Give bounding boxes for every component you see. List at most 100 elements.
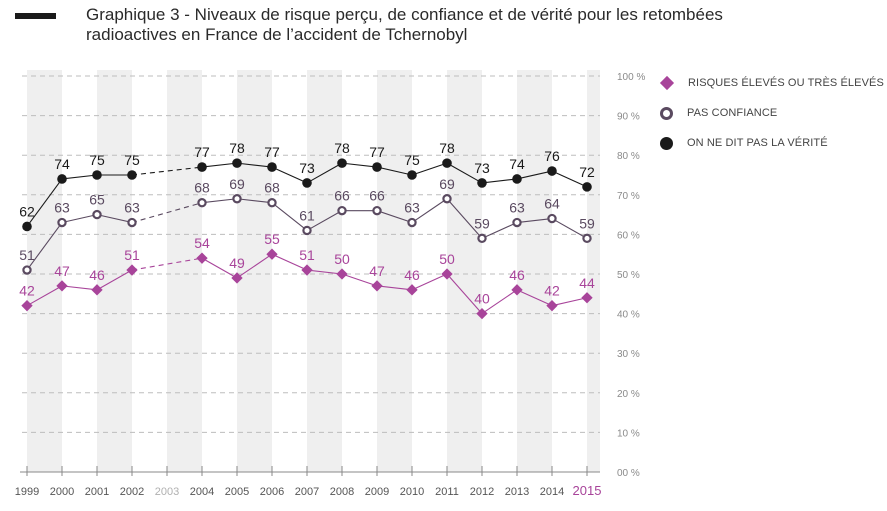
- series-segment: [446, 198, 483, 239]
- series-segment: [61, 214, 98, 224]
- series-segment: [236, 198, 273, 204]
- data-label: 54: [194, 235, 210, 251]
- x-tick-label: 2008: [330, 486, 354, 498]
- data-point: [302, 225, 312, 236]
- legend-label: PAS CONFIANCE: [687, 107, 778, 119]
- y-tick-label: 60 %: [617, 230, 640, 241]
- data-point: [372, 162, 382, 172]
- series-segment: [236, 253, 273, 279]
- x-tick-label: 2011: [435, 486, 459, 498]
- series-segment: [271, 166, 308, 184]
- series-segment: [481, 289, 518, 315]
- ring-marker-icon: [660, 106, 673, 120]
- y-tick-label: 90 %: [617, 112, 640, 123]
- data-point: [57, 217, 67, 228]
- x-tick-label: 2001: [85, 486, 109, 498]
- data-point: [197, 162, 207, 172]
- data-label: 75: [404, 152, 420, 168]
- series-segment: [131, 166, 203, 176]
- legend: RISQUES ÉLEVÉS OU TRÈS ÉLEVÉS PAS CONFIA…: [660, 68, 884, 158]
- data-point: [407, 217, 417, 228]
- gridlines: [22, 75, 600, 433]
- series-segment: [61, 174, 98, 180]
- data-point: [547, 213, 557, 224]
- data-point: [267, 198, 277, 208]
- data-label: 73: [299, 160, 315, 176]
- series-segment: [341, 273, 378, 287]
- data-point: [231, 272, 243, 284]
- series-segment: [411, 273, 448, 291]
- data-point: [442, 158, 452, 168]
- data-label: 75: [89, 152, 105, 168]
- x-tick-label: 2012: [470, 486, 494, 498]
- data-point: [582, 182, 592, 192]
- data-label: 64: [544, 196, 560, 212]
- series-segment: [271, 202, 308, 231]
- data-point: [127, 170, 137, 180]
- data-point: [372, 205, 382, 216]
- title-bar-marker: [15, 13, 56, 19]
- data-point: [92, 209, 102, 220]
- data-label: 47: [54, 263, 70, 279]
- data-point: [337, 158, 347, 168]
- data-label: 69: [439, 176, 455, 192]
- data-label: 46: [404, 267, 420, 283]
- data-label: 50: [439, 251, 455, 267]
- series-segment: [26, 285, 63, 307]
- data-point: [336, 268, 348, 280]
- data-label: 74: [509, 156, 525, 172]
- data-label: 51: [19, 247, 35, 263]
- series-segment: [411, 198, 448, 223]
- series-segment: [306, 210, 343, 231]
- series-segment: [201, 257, 238, 279]
- data-label: 74: [54, 156, 70, 172]
- series-segment: [201, 198, 238, 204]
- year-band: [97, 70, 132, 472]
- series-segment: [341, 162, 378, 168]
- data-label: 55: [264, 231, 280, 247]
- data-point: [546, 300, 558, 312]
- data-label: 66: [369, 188, 385, 204]
- data-label: 68: [264, 180, 280, 196]
- series-segment: [516, 170, 553, 180]
- x-tick-label: 2005: [225, 486, 249, 498]
- x-tick-label: 2009: [365, 486, 389, 498]
- x-tick-label: 2015: [573, 483, 602, 498]
- data-label: 46: [509, 267, 525, 283]
- data-label: 75: [124, 152, 140, 168]
- data-label: 63: [509, 200, 525, 216]
- series-group: [21, 158, 593, 320]
- data-label: 63: [404, 200, 420, 216]
- series-segment: [306, 269, 343, 275]
- diamond-marker-icon: [660, 76, 674, 90]
- x-tick-label: 2002: [120, 486, 144, 498]
- data-label: 77: [369, 144, 385, 160]
- x-tick-label: 2014: [540, 486, 564, 498]
- y-tick-label: 30 %: [617, 349, 640, 360]
- series-segment: [306, 162, 343, 184]
- data-point: [301, 264, 313, 276]
- data-label: 61: [299, 207, 315, 223]
- data-point: [57, 174, 67, 184]
- series-segment: [131, 202, 203, 224]
- series-segment: [271, 253, 308, 271]
- data-point: [267, 162, 277, 172]
- data-point: [266, 248, 278, 260]
- data-point: [476, 307, 488, 320]
- x-tick-label: 2006: [260, 486, 284, 498]
- data-point: [547, 166, 557, 176]
- x-axis: 1999 2000 2001 2002 2003 2004 2005 2006 2007 2008…: [15, 466, 602, 498]
- data-point: [127, 217, 137, 228]
- year-band: [377, 70, 412, 472]
- data-label: 42: [544, 283, 560, 299]
- data-point: [581, 292, 593, 304]
- data-label: 51: [299, 247, 315, 263]
- data-label: 44: [579, 275, 595, 291]
- data-label: 78: [334, 140, 350, 156]
- series-segment: [96, 269, 133, 291]
- year-band: [167, 70, 202, 472]
- year-band: [447, 70, 482, 472]
- y-tick-label: 40 %: [617, 310, 640, 321]
- data-label: 63: [54, 200, 70, 216]
- chart-title-line-1: Graphique 3 - Niveaux de risque perçu, d…: [86, 5, 723, 24]
